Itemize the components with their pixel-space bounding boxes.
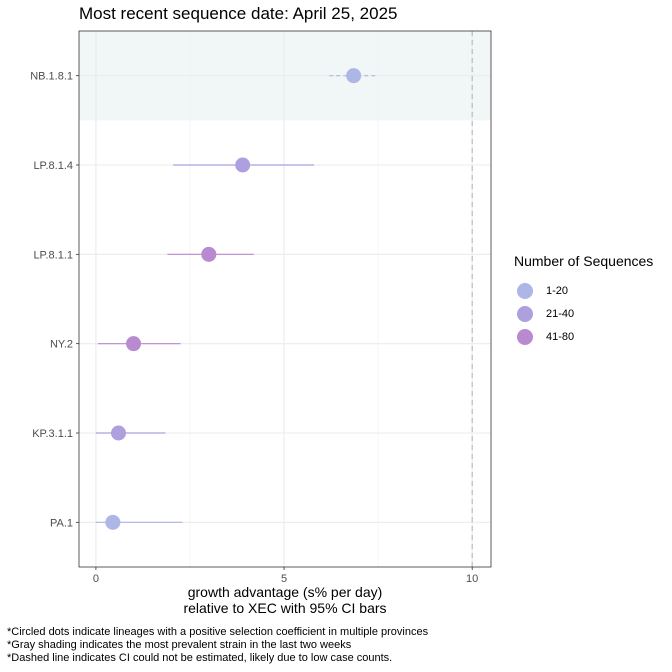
y-tick-label: LP.8.1.1 <box>33 249 73 261</box>
legend-item-21-40: 21-40 <box>514 302 653 325</box>
footnotes: *Circled dots indicate lineages with a p… <box>7 626 428 665</box>
legend-label-1-20: 1-20 <box>546 284 569 297</box>
legend-title: Number of Sequences <box>514 253 654 269</box>
data-point <box>105 514 121 530</box>
footnote-dashed-line: *Dashed line indicates CI could not be e… <box>7 652 393 664</box>
legend-item-1-20: 1-20 <box>514 279 653 302</box>
x-tick-label: 10 <box>466 573 478 585</box>
x-tick-label: 0 <box>93 573 99 585</box>
y-tick-label: PA.1 <box>50 517 73 529</box>
footnote-circled-dots: *Circled dots indicate lineages with a p… <box>7 626 429 638</box>
data-point <box>346 68 362 84</box>
legend-item-41-80: 41-80 <box>514 325 653 348</box>
plot-border <box>78 30 492 568</box>
y-tick-label: NY.2 <box>50 339 73 351</box>
footnote-gray-shading: *Gray shading indicates the most prevale… <box>7 639 352 651</box>
data-point <box>201 246 217 262</box>
x-axis-label-line-1: growth advantage (s% per day) <box>187 584 383 600</box>
legend: Number of Sequences 1-20 21-40 41-80 <box>514 253 653 348</box>
y-tick-label: NB.1.8.1 <box>30 71 73 83</box>
legend-key-41-80 <box>517 328 533 345</box>
data-point <box>235 157 251 173</box>
x-axis-label-line-2: relative to XEC with 95% CI bars <box>183 600 387 616</box>
y-tick-label: KP.3.1.1 <box>32 428 73 440</box>
chart-title: Most recent sequence date: April 25, 202… <box>79 4 398 23</box>
data-point <box>111 425 127 441</box>
legend-key-1-20 <box>517 282 533 299</box>
legend-label-41-80: 41-80 <box>546 330 575 343</box>
legend-label-21-40: 21-40 <box>546 307 575 320</box>
x-tick-label: 5 <box>281 573 287 585</box>
legend-key-21-40 <box>517 305 533 322</box>
data-point <box>126 336 142 352</box>
y-tick-label: LP.8.1.4 <box>33 160 73 172</box>
